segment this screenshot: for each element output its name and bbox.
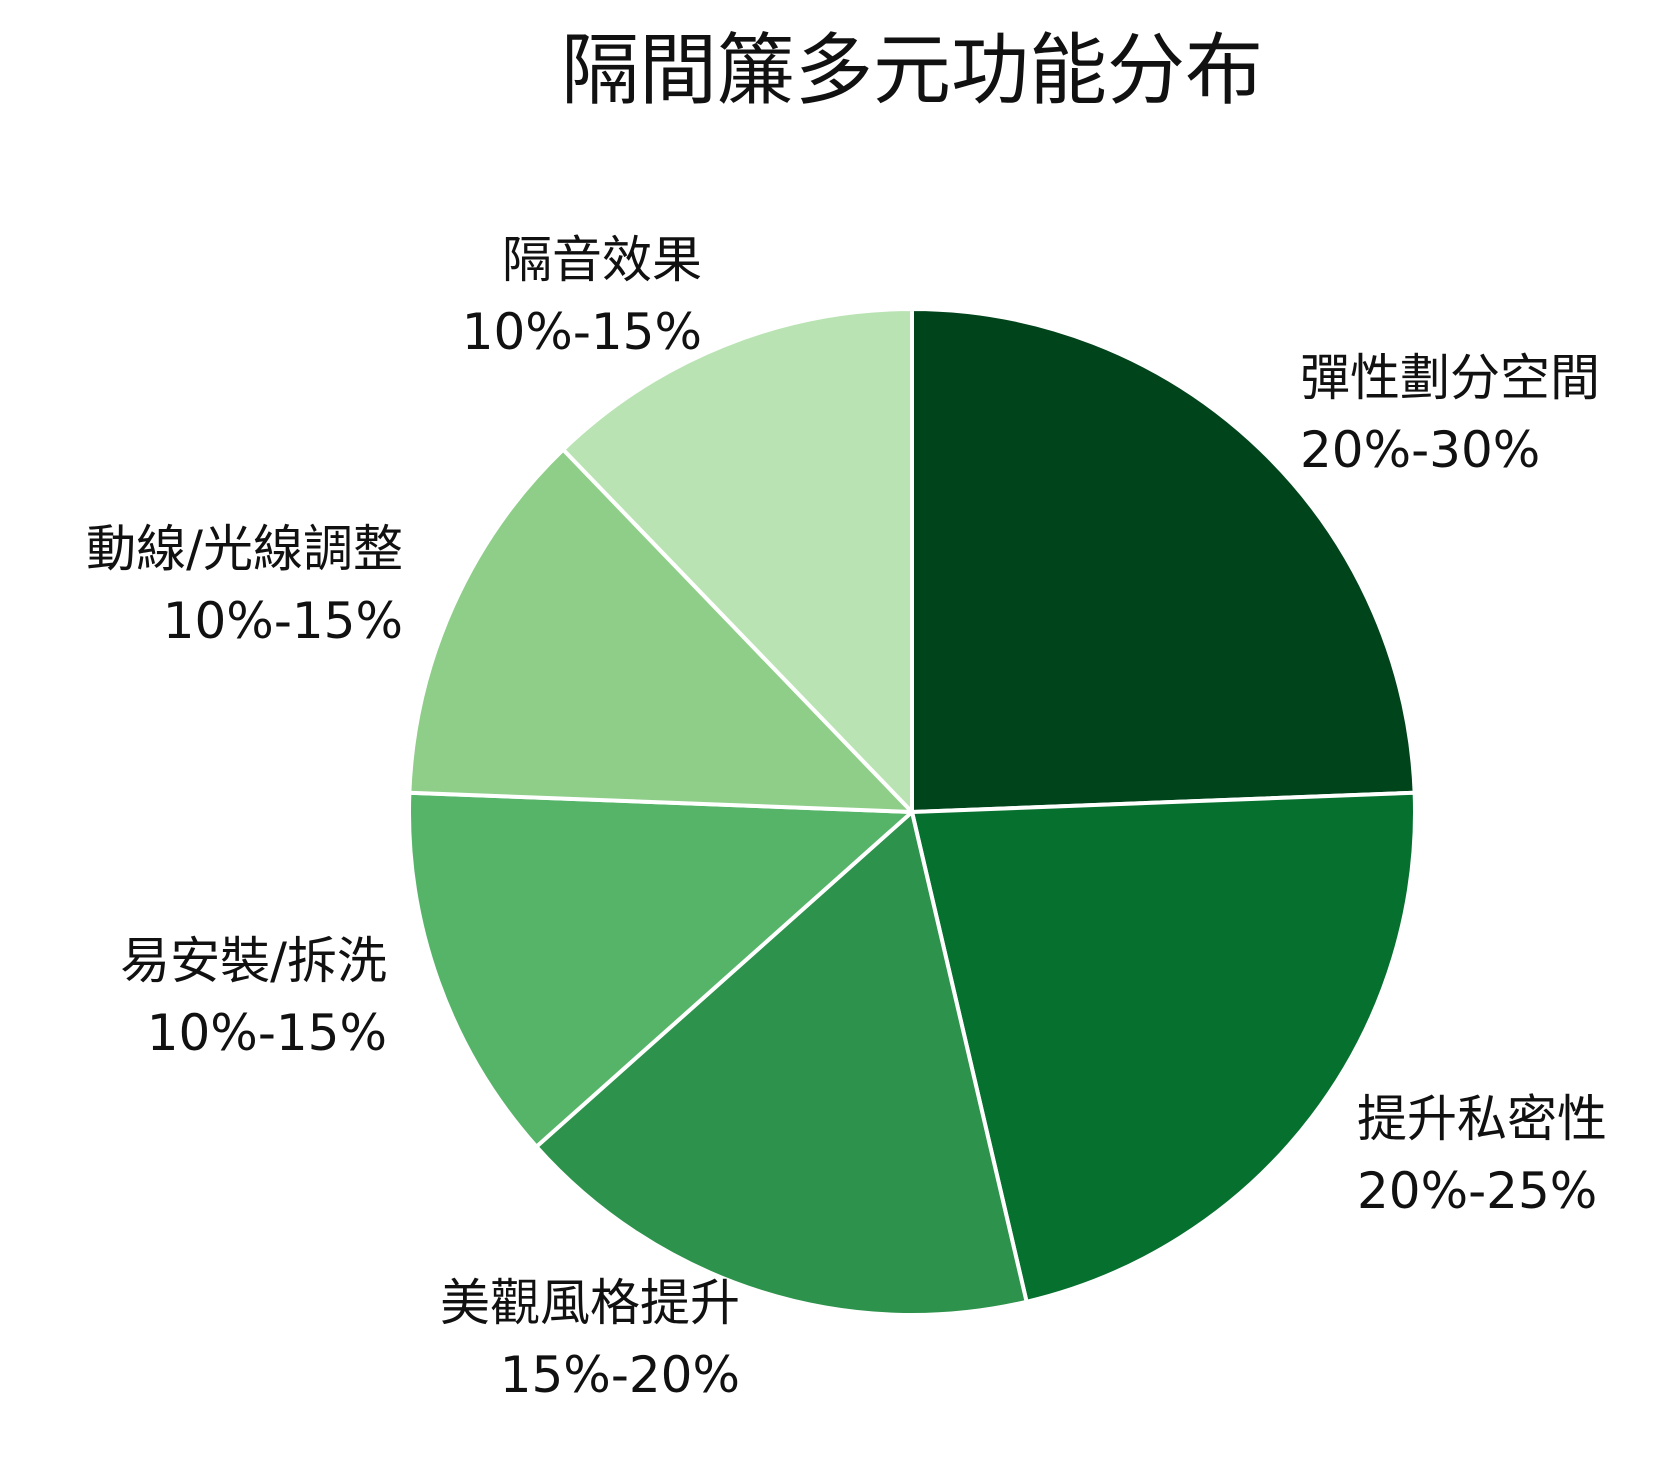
chart-title: 隔間簾多元功能分布 — [561, 26, 1263, 116]
pie-slice — [561, 307, 914, 814]
slice-name-label: 彈性劃分空間 — [1300, 349, 1600, 407]
slice-percent-label: 15%-20% — [500, 1346, 740, 1404]
pie-slice — [407, 790, 914, 1149]
slice-percent-label: 10%-15% — [163, 592, 403, 650]
pie-slice — [534, 810, 1029, 1317]
pie-slice — [910, 307, 1417, 814]
slice-name-label: 隔音效果 — [502, 231, 702, 289]
slice-percent-label: 10%-15% — [147, 1004, 387, 1062]
pie-slice — [910, 790, 1417, 1304]
slice-name-label: 提升私密性 — [1357, 1090, 1607, 1148]
slice-name-label: 動線/光線調整 — [86, 520, 403, 578]
pie-slice — [407, 447, 914, 814]
pie-labels: 彈性劃分空間 20%-30% 提升私密性 20%-25% 美觀風格提升 15%-20% 易安… — [86, 231, 1607, 1404]
slice-name-label: 易安裝/拆洗 — [120, 932, 387, 990]
pie-slices — [407, 307, 1417, 1317]
slice-percent-label: 10%-15% — [462, 303, 702, 361]
slice-name-label: 美觀風格提升 — [440, 1274, 740, 1332]
slice-percent-label: 20%-30% — [1300, 421, 1540, 479]
slice-percent-label: 20%-25% — [1357, 1162, 1597, 1220]
